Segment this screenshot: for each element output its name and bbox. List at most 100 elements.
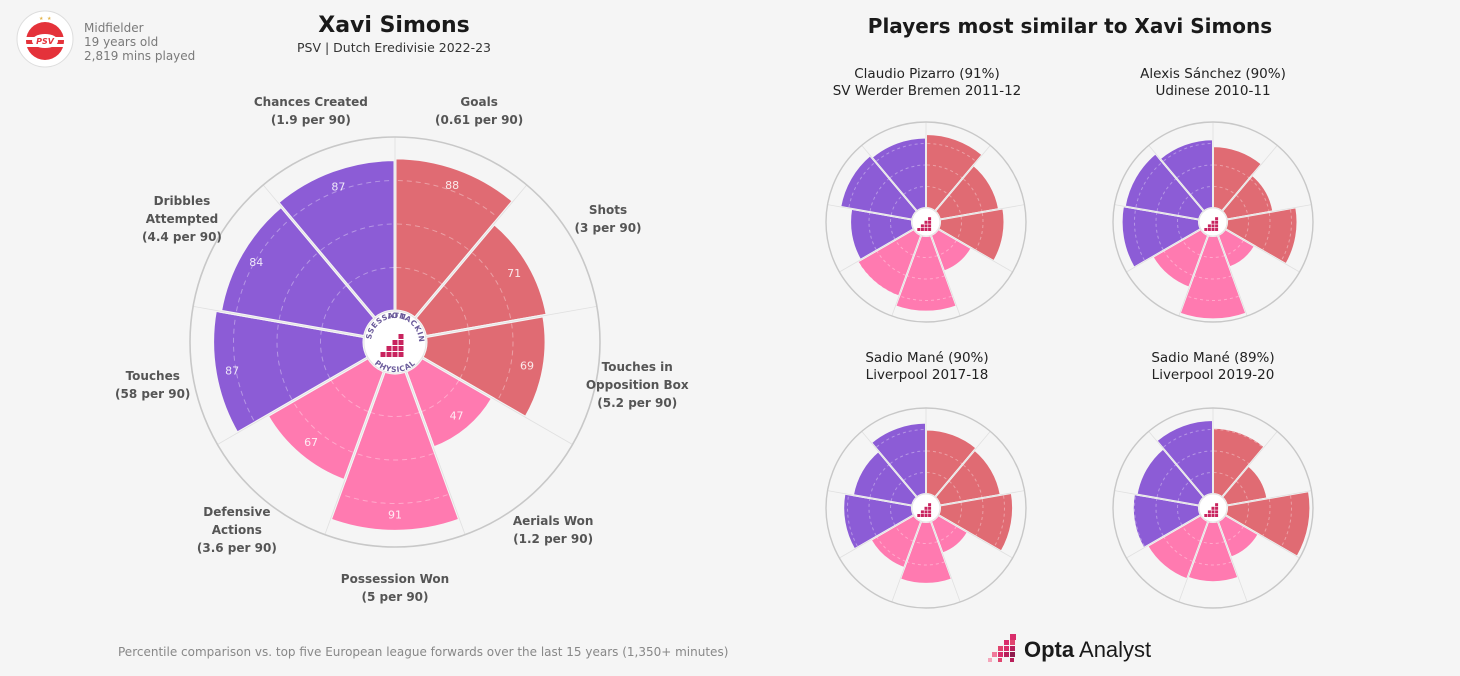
metric-name: Goals [460, 94, 498, 109]
metric-rate: (5.2 per 90) [597, 395, 678, 410]
similar-player-1-pizza-gridline [914, 255, 938, 258]
similar-player-3-pizza-gridline [890, 502, 896, 526]
similar-player-2-pizza-gridline [1213, 164, 1250, 179]
similar-player-3-pizza-gridline [956, 502, 962, 526]
main-pizza-divider [405, 370, 466, 535]
percentile-label-4: 47 [450, 409, 464, 422]
similar-player-3-pizza-gridline [975, 499, 984, 536]
similar-player-4-pizza-center-mark-icon [1204, 503, 1219, 517]
similar-player-1-pizza-gridline [963, 178, 983, 212]
main-pizza-gridline [278, 252, 318, 320]
svg-text:★: ★ [47, 16, 52, 22]
similar-player-4-pizza-gridline [1235, 480, 1249, 502]
similar-player-2-pizza-gridline [1243, 216, 1249, 240]
similar-player-2-pizza-gridline [1235, 194, 1249, 216]
main-pizza-center-mark-icon [380, 334, 404, 357]
similar-player-3-pizza-gridline [895, 526, 914, 542]
main-pizza-divider [217, 357, 369, 445]
similar-player-1-pizza-gridline [907, 275, 945, 280]
similar-player-1-team: SV Werder Bremen 2011-12 [832, 83, 1022, 99]
similar-player-1-pizza-gridline [890, 194, 904, 216]
main-pizza-gridline [321, 285, 347, 328]
similar-player-4-pizza-gridline [1213, 450, 1250, 465]
metric-name: Touches in [601, 359, 673, 374]
similar-player-2-pizza-gridline [1163, 251, 1193, 276]
main-pizza-gridline [443, 285, 469, 328]
similar-player-1-pizza-gridline [956, 216, 962, 240]
similar-player-1-pizza-gridline [858, 262, 899, 296]
metric-name: Touches [125, 368, 180, 383]
similar-player-4-pizza-gridline [1182, 526, 1201, 542]
similar-player-3-pizza-center-mark-icon [917, 503, 932, 517]
main-pizza-gridline [497, 323, 514, 400]
similar-player-2-pizza-gridline [1262, 213, 1271, 250]
similar-player-4-pizza-gridline [1177, 502, 1183, 526]
metric-name: Shots [588, 203, 628, 217]
similar-player-3-pizza-divider [839, 514, 915, 559]
metric-rate: (1.9 per 90) [270, 112, 351, 127]
brand-name-light: Analyst [1074, 637, 1152, 662]
similar-player-4-pizza-divider [1178, 521, 1209, 603]
similar-player-4-pizza-gridline [1134, 495, 1145, 547]
similar-player-1-pizza-gridline [948, 194, 962, 216]
main-pizza-divider [193, 306, 365, 338]
similar-player-4-pizza-gridline [1156, 464, 1176, 498]
similar-player-1-pizza-divider [891, 235, 922, 317]
metric-rate: (5 per 90) [361, 590, 429, 604]
similar-player-2-pizza-gridline [1134, 209, 1145, 261]
similar-player-2-pizza-gridline [1250, 178, 1270, 212]
metric-rate: (3 per 90) [574, 221, 642, 235]
similar-player-2-pizza-gridline [1163, 143, 1212, 162]
main-pizza-gridline [320, 223, 393, 251]
similar-player-4-pizza-gridline [1155, 499, 1164, 536]
metric-rate: (0.61 per 90) [434, 112, 524, 127]
psv-club-logo: PSV ★ ★ [16, 10, 74, 68]
main-pizza-gridline [459, 330, 470, 379]
similar-player-3-pizza-outer-ring [825, 407, 1027, 609]
percentile-label-2: 71 [507, 267, 521, 280]
similar-player-4-pizza-divider [1126, 514, 1202, 559]
similar-player-2-pizza-gridline [1156, 178, 1176, 212]
main-pizza-gridline [293, 402, 353, 453]
similar-player-4-pizza-gridline [1177, 480, 1191, 502]
similar-player-2-pizza-gridline [1177, 194, 1191, 216]
metric-label-8: Dribbles Attempted (4.4 per 90) [97, 192, 267, 246]
similar-player-2-pizza-gridline [1201, 255, 1225, 258]
similar-player-4-pizza [1112, 407, 1314, 609]
similar-player-4-pizza-gridline [1201, 541, 1225, 544]
similar-player-1-heading: Claudio Pizarro (91%) SV Werder Bremen 2… [797, 66, 1057, 100]
similar-player-2-pizza-divider [1224, 228, 1300, 273]
similar-player-2-pizza-divider [1148, 145, 1205, 212]
similar-player-2-name: Alexis Sánchez (90%) [1140, 66, 1286, 82]
metric-name: Opposition Box [585, 377, 689, 392]
metric-label-1: Goals (0.61 per 90) [394, 93, 564, 129]
similar-player-1-pizza-divider [839, 228, 915, 273]
main-pizza-gridline [397, 180, 497, 217]
similar-player-1-pizza-gridline [848, 162, 875, 208]
similar-player-2-pizza-divider [1221, 145, 1278, 212]
similar-player-2-pizza-gridline [1190, 186, 1213, 195]
player-age: 19 years old [84, 35, 159, 49]
metric-rate: (1.2 per 90) [513, 532, 594, 547]
similar-player-3-team: Liverpool 2017-18 [865, 367, 989, 383]
similar-player-1-pizza-outer-ring [825, 121, 1027, 323]
brand-name-bold: Opta [1024, 637, 1075, 662]
similar-player-4-pizza-gridline [1262, 499, 1271, 536]
percentile-label-8: 84 [249, 256, 263, 269]
similar-player-3-name: Sadio Mané (90%) [865, 350, 989, 366]
metric-name: Attempted [145, 212, 219, 226]
similar-player-3-pizza-gridline [938, 526, 957, 542]
similar-player-1-pizza-divider [939, 204, 1025, 220]
metric-label-3: Touches in Opposition Box (5.2 per 90) [552, 358, 722, 412]
metric-name: Possession Won [340, 572, 450, 586]
similar-player-4-pizza-gridline [1225, 526, 1244, 542]
similar-player-1-pizza-gridline [927, 143, 976, 162]
similar-player-4-heading: Sadio Mané (89%) Liverpool 2019-20 [1083, 350, 1343, 384]
similar-player-4-pizza-divider [1224, 514, 1300, 559]
similar-player-3-pizza-divider [930, 521, 961, 603]
similar-player-2-pizza-gridline [1213, 186, 1236, 195]
metric-label-6: Defensive Actions (3.6 per 90) [152, 503, 322, 557]
main-pizza-gridline [397, 223, 470, 251]
similar-player-3-pizza-gridline [903, 472, 926, 481]
chart-title: Xavi Simons [318, 13, 470, 38]
